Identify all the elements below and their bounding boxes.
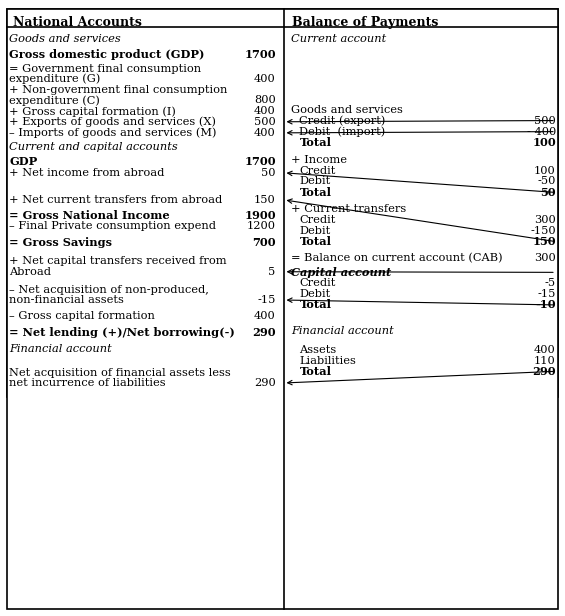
Text: 150: 150 xyxy=(254,195,276,205)
Text: expenditure (G): expenditure (G) xyxy=(9,73,101,84)
Text: non-financial assets: non-financial assets xyxy=(9,295,124,305)
Text: Gross domestic product (GDP): Gross domestic product (GDP) xyxy=(9,49,205,60)
Text: 400: 400 xyxy=(254,74,276,84)
Text: – Net acquisition of non-produced,: – Net acquisition of non-produced, xyxy=(9,285,209,294)
Text: 290: 290 xyxy=(252,327,276,338)
Text: + Gross capital formation (I): + Gross capital formation (I) xyxy=(9,106,176,116)
Text: 400: 400 xyxy=(254,107,276,116)
Text: -15: -15 xyxy=(537,290,556,299)
Text: – Imports of goods and services (M): – Imports of goods and services (M) xyxy=(9,128,216,138)
Text: Total: Total xyxy=(299,299,332,310)
Text: Balance of Payments: Balance of Payments xyxy=(292,16,438,29)
Text: Financial account: Financial account xyxy=(9,344,112,354)
Text: = Gross Savings: = Gross Savings xyxy=(9,237,112,248)
Text: + Net capital transfers received from: + Net capital transfers received from xyxy=(9,256,227,266)
Text: - 400: - 400 xyxy=(527,127,556,137)
Text: 1900: 1900 xyxy=(244,209,276,221)
Text: Credit: Credit xyxy=(299,166,336,176)
Text: + Exports of goods and services (X): + Exports of goods and services (X) xyxy=(9,116,216,127)
Text: net incurrence of liabilities: net incurrence of liabilities xyxy=(9,378,166,388)
Text: – Final Private consumption expend: – Final Private consumption expend xyxy=(9,221,216,231)
Text: + Income: + Income xyxy=(291,155,347,165)
Text: Goods and services: Goods and services xyxy=(9,34,121,44)
Text: Debit: Debit xyxy=(299,290,331,299)
Text: National Accounts: National Accounts xyxy=(13,16,142,29)
Text: = Government final consumption: = Government final consumption xyxy=(9,64,201,74)
Text: -15: -15 xyxy=(258,295,276,305)
Text: -50: -50 xyxy=(537,176,556,187)
Text: 500: 500 xyxy=(534,116,556,126)
Text: 1200: 1200 xyxy=(247,221,276,231)
Text: 110: 110 xyxy=(534,356,556,366)
Text: GDP: GDP xyxy=(9,156,37,167)
Text: Assets: Assets xyxy=(299,345,337,355)
Text: Total: Total xyxy=(299,366,332,377)
Text: Total: Total xyxy=(299,187,332,198)
Text: – Gross capital formation: – Gross capital formation xyxy=(9,311,155,321)
Text: 400: 400 xyxy=(254,128,276,138)
Text: Debit: Debit xyxy=(299,225,331,235)
Text: + Current transfers: + Current transfers xyxy=(291,204,406,214)
Text: Debit  (import): Debit (import) xyxy=(299,126,386,137)
Text: Liabilities: Liabilities xyxy=(299,356,357,366)
Text: Credit: Credit xyxy=(299,278,336,288)
Text: + Net income from abroad: + Net income from abroad xyxy=(9,168,164,178)
Text: 1700: 1700 xyxy=(244,156,276,167)
Text: 100: 100 xyxy=(532,137,556,148)
Bar xyxy=(7,9,558,397)
Text: 300: 300 xyxy=(534,253,556,262)
Text: 290: 290 xyxy=(254,378,276,388)
Text: -5: -5 xyxy=(545,278,556,288)
Text: expenditure (C): expenditure (C) xyxy=(9,95,100,105)
Text: 700: 700 xyxy=(252,237,276,248)
Text: Credit (export): Credit (export) xyxy=(299,115,386,126)
Text: + Non-government final consumption: + Non-government final consumption xyxy=(9,86,228,95)
Text: Current account: Current account xyxy=(291,34,386,44)
Text: 100: 100 xyxy=(534,166,556,176)
Text: Financial account: Financial account xyxy=(291,326,394,336)
Text: Current and capital accounts: Current and capital accounts xyxy=(9,142,178,152)
Text: Abroad: Abroad xyxy=(9,267,51,277)
Text: 800: 800 xyxy=(254,95,276,105)
Text: 300: 300 xyxy=(534,215,556,225)
Text: Total: Total xyxy=(299,137,332,148)
Text: 400: 400 xyxy=(254,311,276,321)
Text: = Gross National Income: = Gross National Income xyxy=(9,209,169,221)
Text: Total: Total xyxy=(299,236,332,247)
Text: Goods and services: Goods and services xyxy=(291,105,403,115)
Text: -10: -10 xyxy=(535,299,556,310)
Text: 290: 290 xyxy=(532,366,556,377)
Text: Credit: Credit xyxy=(299,215,336,225)
Text: = Net lending (+)/Net borrowing(-): = Net lending (+)/Net borrowing(-) xyxy=(9,327,235,338)
Text: 500: 500 xyxy=(254,117,276,127)
Text: 400: 400 xyxy=(534,345,556,355)
Text: -150: -150 xyxy=(530,225,556,235)
Text: 5: 5 xyxy=(268,267,276,277)
Text: 1700: 1700 xyxy=(244,49,276,60)
Text: = Balance on current account (CAB): = Balance on current account (CAB) xyxy=(291,253,503,263)
Text: Capital account: Capital account xyxy=(291,267,391,278)
Text: 150: 150 xyxy=(532,236,556,247)
Text: 50: 50 xyxy=(261,168,276,178)
Text: 50: 50 xyxy=(540,187,556,198)
Text: Debit: Debit xyxy=(299,176,331,187)
Text: + Net current transfers from abroad: + Net current transfers from abroad xyxy=(9,195,223,205)
Text: Net acquisition of financial assets less: Net acquisition of financial assets less xyxy=(9,368,231,378)
